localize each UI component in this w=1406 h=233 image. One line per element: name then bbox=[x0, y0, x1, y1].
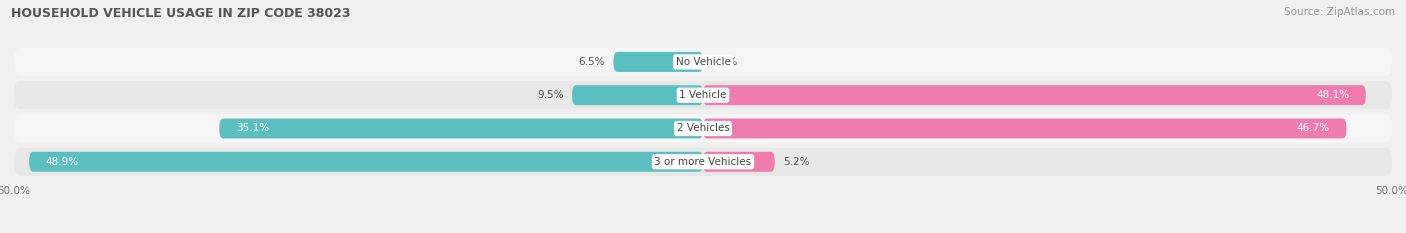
FancyBboxPatch shape bbox=[613, 52, 703, 72]
Text: 6.5%: 6.5% bbox=[579, 57, 605, 67]
Text: HOUSEHOLD VEHICLE USAGE IN ZIP CODE 38023: HOUSEHOLD VEHICLE USAGE IN ZIP CODE 3802… bbox=[11, 7, 350, 20]
FancyBboxPatch shape bbox=[14, 48, 1392, 76]
FancyBboxPatch shape bbox=[703, 85, 1365, 105]
Text: 5.2%: 5.2% bbox=[783, 157, 810, 167]
Text: Source: ZipAtlas.com: Source: ZipAtlas.com bbox=[1284, 7, 1395, 17]
Text: 3 or more Vehicles: 3 or more Vehicles bbox=[654, 157, 752, 167]
Text: 48.9%: 48.9% bbox=[46, 157, 79, 167]
FancyBboxPatch shape bbox=[572, 85, 703, 105]
Text: No Vehicle: No Vehicle bbox=[675, 57, 731, 67]
Text: 48.1%: 48.1% bbox=[1316, 90, 1350, 100]
Text: 2 Vehicles: 2 Vehicles bbox=[676, 123, 730, 134]
FancyBboxPatch shape bbox=[703, 119, 1347, 138]
FancyBboxPatch shape bbox=[703, 152, 775, 172]
Text: 9.5%: 9.5% bbox=[537, 90, 564, 100]
FancyBboxPatch shape bbox=[219, 119, 703, 138]
FancyBboxPatch shape bbox=[14, 81, 1392, 109]
FancyBboxPatch shape bbox=[14, 148, 1392, 176]
FancyBboxPatch shape bbox=[14, 114, 1392, 142]
Text: 0.0%: 0.0% bbox=[711, 57, 738, 67]
Text: 46.7%: 46.7% bbox=[1296, 123, 1330, 134]
Text: 1 Vehicle: 1 Vehicle bbox=[679, 90, 727, 100]
FancyBboxPatch shape bbox=[30, 152, 703, 172]
Text: 35.1%: 35.1% bbox=[236, 123, 269, 134]
